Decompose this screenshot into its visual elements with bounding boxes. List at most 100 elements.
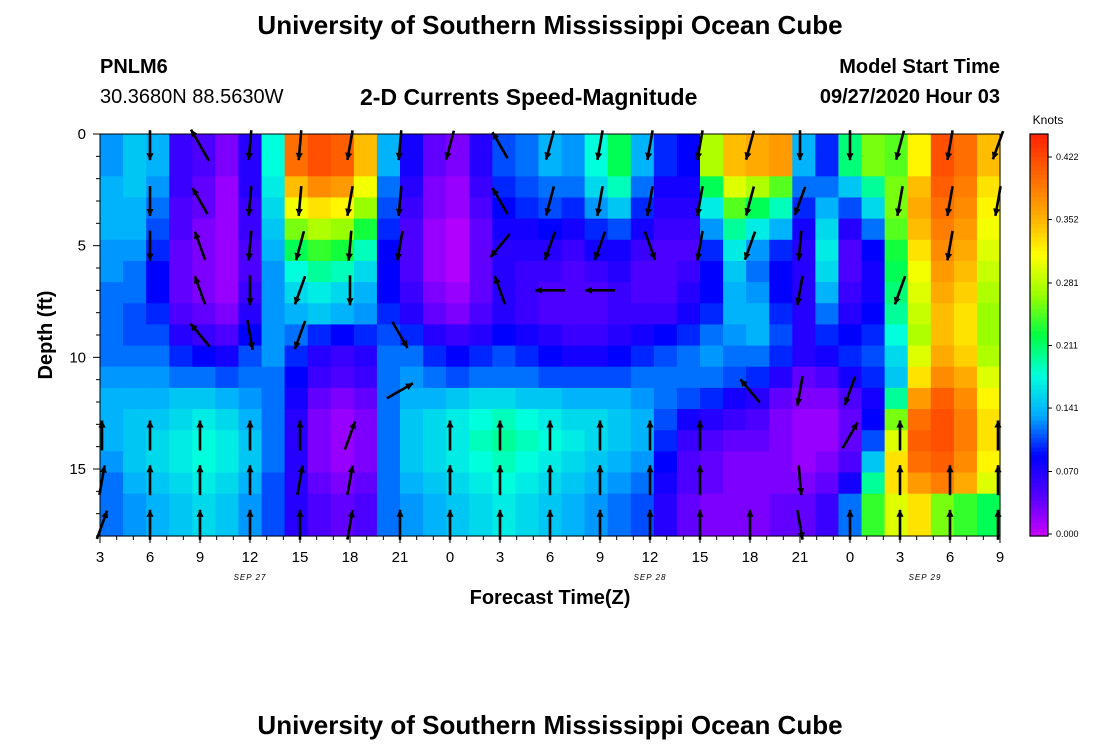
heatmap-cell [469,197,493,220]
colorbar-segment [1030,223,1048,229]
heatmap-cell [261,472,286,495]
heatmap-cell [792,134,816,156]
heatmap-cell [976,493,1001,516]
heatmap-cell [515,239,540,262]
current-vector-arrow [246,319,255,351]
heatmap-cell [976,155,1001,177]
colorbar-segment [1030,469,1048,475]
colorbar-segment [1030,352,1048,358]
colorbar-tick-label: 0.211 [1056,341,1078,351]
heatmap-cell [538,366,563,389]
heatmap-cell [792,430,816,452]
heatmap-cell [630,472,655,495]
heatmap-cell [792,282,816,304]
current-vector-arrow [396,509,404,540]
heatmap-cell [284,430,309,452]
heatmap-cell [953,134,978,156]
heatmap-cell [676,409,701,431]
heatmap-cell [515,345,540,368]
heatmap-cell [884,472,909,495]
heatmap-cell [976,176,1001,199]
heatmap-cell [884,282,909,304]
heatmap-cell [584,218,609,241]
heatmap-cell [653,324,678,347]
heatmap-cell [446,176,470,199]
heatmap-cell [584,282,609,304]
heatmap-cell [884,218,909,241]
heatmap-cell [584,176,609,199]
heatmap-cell [192,430,216,452]
heatmap-cell [169,260,193,283]
heatmap-cell [307,345,332,368]
x-tick-label: 6 [946,549,954,566]
x-tick-label: 12 [242,549,259,566]
heatmap-cell [561,451,586,474]
heatmap-cell [446,303,470,326]
colorbar-tick-label: 0.352 [1056,215,1079,225]
heatmap-cell [261,430,286,452]
heatmap-cell [538,260,563,283]
colorbar-segment [1030,500,1048,506]
heatmap-cell [446,366,470,389]
colorbar-segment [1030,415,1048,421]
heatmap-cell [330,260,355,283]
x-tick-label: 3 [496,549,504,566]
heatmap-cell [838,472,863,495]
heatmap-cell [792,218,816,241]
heatmap-cell [400,430,424,452]
heatmap-cell [907,260,932,283]
heatmap-cell [861,345,886,368]
current-vector-arrow [945,230,954,261]
heatmap-cell [815,514,840,537]
heatmap-cell [261,134,286,156]
heatmap-cell [238,260,263,283]
x-tick-label: 9 [596,549,604,566]
heatmap-cell [169,239,193,262]
heatmap-cell [953,493,978,516]
heatmap-cell [746,260,770,283]
heatmap-cell [353,282,378,304]
current-vector-arrow [643,231,657,261]
heatmap-cell [446,260,470,283]
colorbar: 0.000 0.070 0.141 0.211 0.281 0.352 0.422 [1029,133,1079,539]
heatmap-cell [700,514,724,537]
heatmap-cell [307,324,332,347]
heatmap-cell [769,197,793,220]
heatmap-cell [907,282,932,304]
heatmap-cell [123,218,147,241]
heatmap-cell [423,430,447,452]
heatmap-cell [815,155,840,177]
heatmap-cell [607,409,632,431]
heatmap-cell [446,218,470,241]
heatmap-cell [700,218,724,241]
heatmap-cell [469,430,493,452]
heatmap-cell [284,303,309,326]
colorbar-segment [1030,495,1048,501]
heatmap-cell [215,366,240,389]
heatmap-cell [838,324,863,347]
heatmap-cell [284,366,309,389]
colorbar-segment [1030,165,1048,171]
heatmap-cell [769,345,793,368]
colorbar-segment [1030,241,1048,247]
colorbar-segment [1030,486,1048,492]
heatmap-cell [100,387,124,410]
heatmap-cell [330,451,355,474]
heatmap-cell [169,409,193,431]
colorbar-segment [1030,147,1048,153]
heatmap-cell [446,493,470,516]
current-vector-arrow [646,465,654,496]
heatmap-cell [446,345,470,368]
heatmap-cell [607,387,632,410]
heatmap-cell [769,282,793,304]
heatmap-cell [907,493,932,516]
heatmap-cell [676,493,701,516]
heatmap-cell [423,282,447,304]
colorbar-segment [1030,183,1048,189]
colorbar-segment [1030,326,1048,332]
colorbar-segment [1030,232,1048,238]
heatmap-cell [192,345,216,368]
current-vector-arrow [546,465,554,496]
heatmap-cell [100,514,124,537]
current-vector-arrow [193,231,207,261]
